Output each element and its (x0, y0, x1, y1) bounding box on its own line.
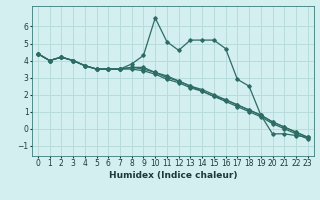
X-axis label: Humidex (Indice chaleur): Humidex (Indice chaleur) (108, 171, 237, 180)
